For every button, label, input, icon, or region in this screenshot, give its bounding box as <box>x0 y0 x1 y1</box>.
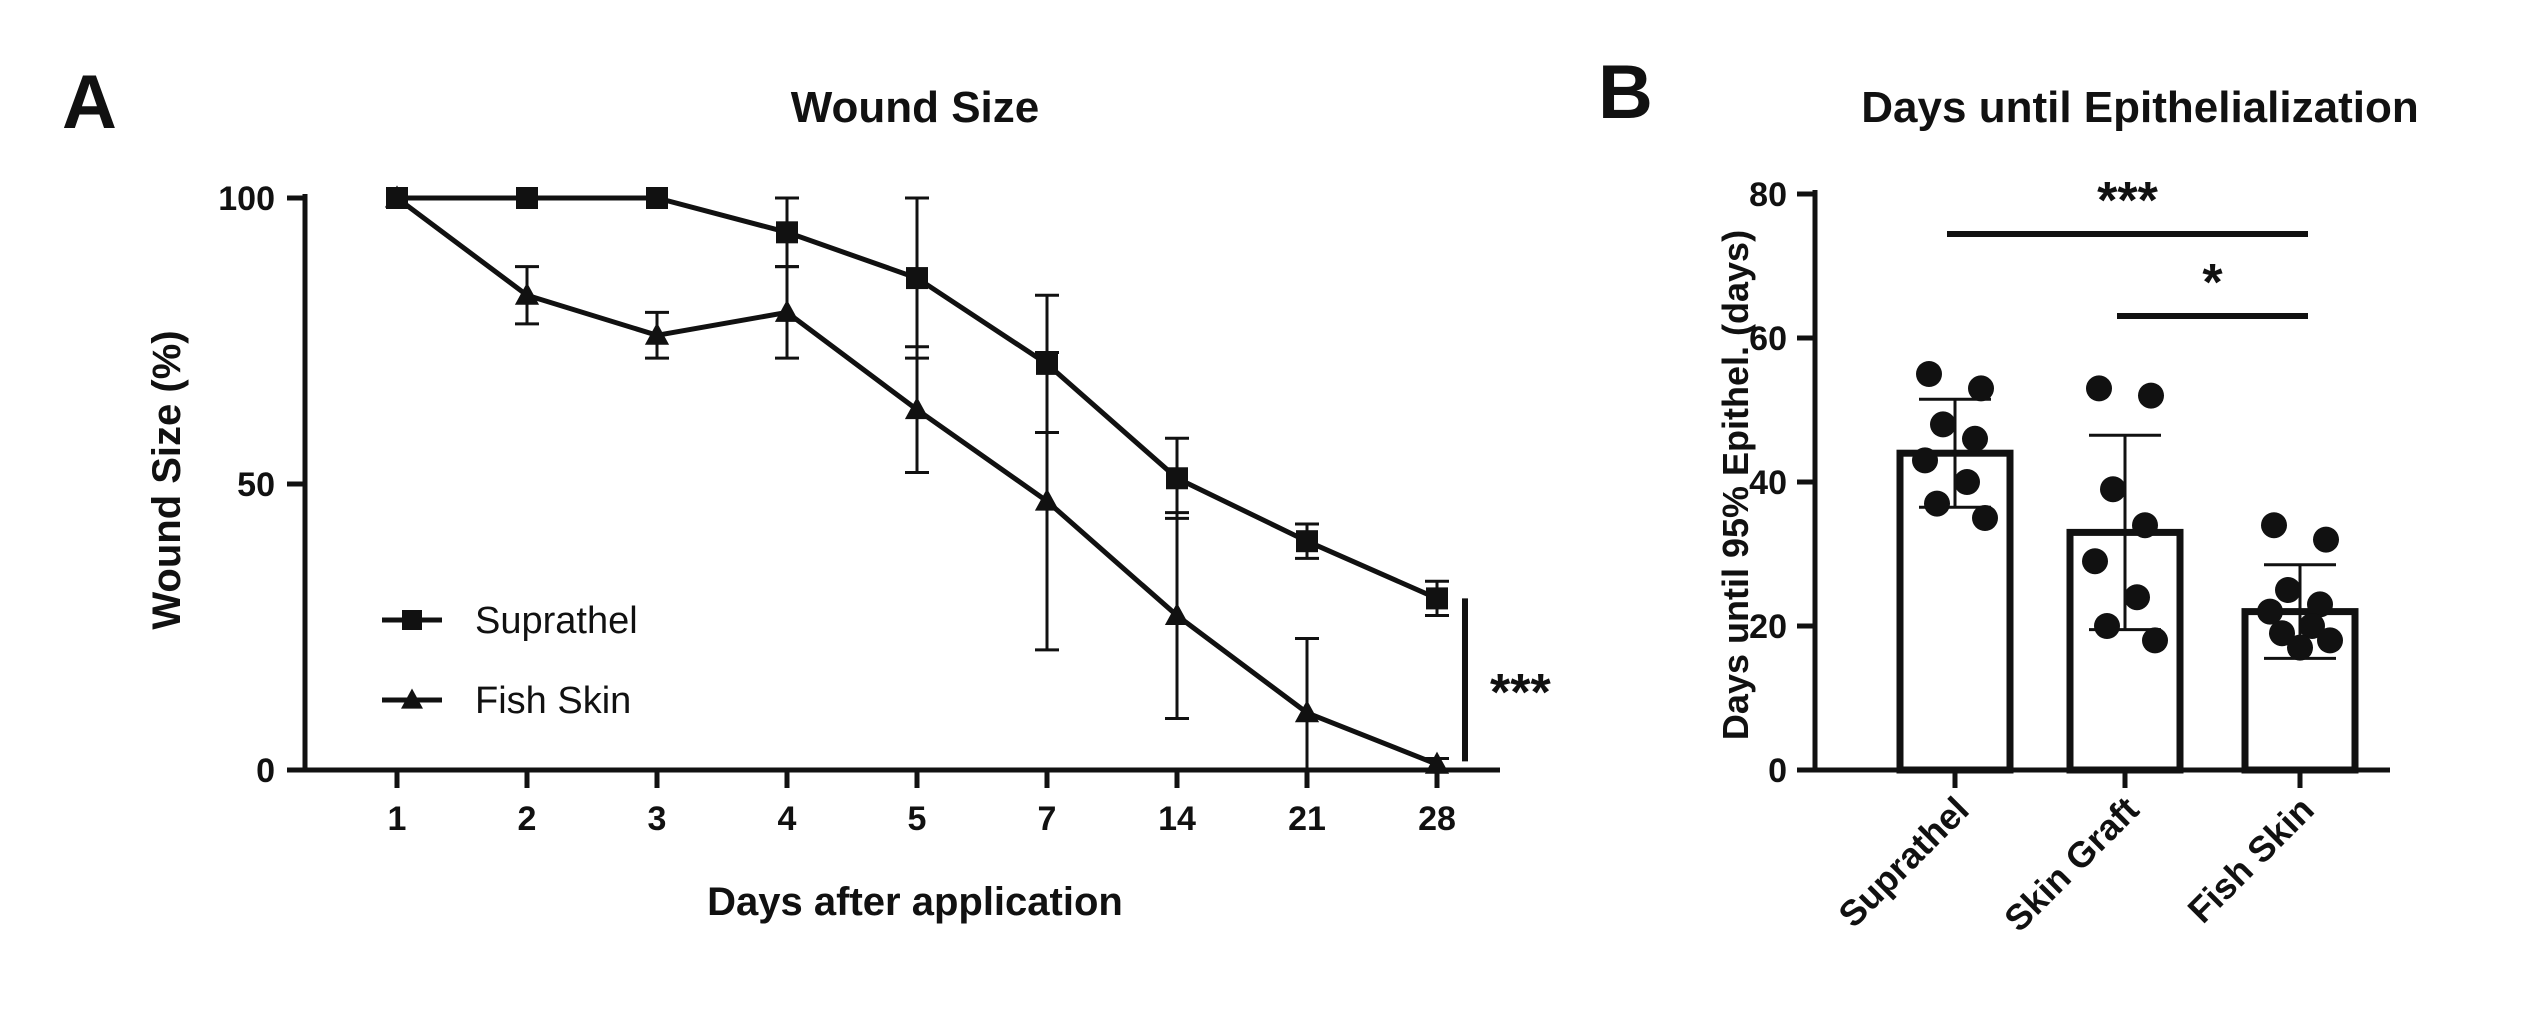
data-point-b <box>1912 447 1938 474</box>
data-point-fish-skin <box>774 299 800 322</box>
y-tick-label-a: 50 <box>237 466 275 504</box>
chart-a-plot: 0 50 100 1 2 3 4 5 7 14 21 28 Suprathel Fish Skin *** <box>218 180 1551 838</box>
y-tick-label-b: 0 <box>1768 752 1787 790</box>
x-tick-label-a: 7 <box>1038 800 1057 838</box>
x-tick-label-b: Suprathel <box>1830 789 1976 935</box>
x-tick-label-a: 3 <box>648 800 667 838</box>
data-point-b <box>1968 375 1994 402</box>
data-point-fish-skin <box>644 322 670 345</box>
legend-marker <box>402 610 422 630</box>
legend-label: Fish Skin <box>475 680 631 722</box>
data-point-b <box>1924 490 1950 517</box>
data-point-b <box>1954 469 1980 495</box>
x-tick-label-a: 1 <box>388 800 407 838</box>
data-point-suprathel <box>906 267 928 290</box>
data-point-b <box>1930 411 1956 438</box>
data-point-b <box>2138 382 2164 409</box>
data-point-suprathel <box>646 187 668 209</box>
data-point-b <box>2269 620 2295 647</box>
data-point-fish-skin <box>1294 700 1320 723</box>
data-point-b <box>2100 476 2126 503</box>
x-tick-label-a: 2 <box>518 800 537 838</box>
y-tick-label-b: 80 <box>1749 176 1787 214</box>
data-point-fish-skin <box>1034 488 1060 511</box>
x-tick-label-a: 5 <box>908 800 927 838</box>
chart-a-ylabel: Wound Size (%) <box>145 330 189 629</box>
chart-a-xlabel: Days after application <box>707 880 1123 924</box>
x-tick-label-a: 4 <box>778 800 797 838</box>
data-point-b <box>2094 613 2120 639</box>
y-tick-label-a: 0 <box>256 752 275 790</box>
significance-label-a: *** <box>1490 664 1551 722</box>
data-point-b <box>2307 591 2333 618</box>
data-point-suprathel <box>1296 530 1318 553</box>
y-tick-label-b: 40 <box>1749 464 1787 502</box>
x-tick-label-b: Fish Skin <box>2180 789 2322 931</box>
data-point-fish-skin <box>1424 751 1450 774</box>
y-tick-label-a: 100 <box>218 180 275 218</box>
chart-b-title: Days until Epithelialization <box>1861 83 2418 132</box>
data-point-fish-skin <box>514 282 540 305</box>
x-tick-label-a: 14 <box>1158 800 1196 838</box>
panel-b-label: B <box>1598 50 1653 135</box>
data-point-fish-skin <box>904 396 930 420</box>
legend-marker <box>401 688 423 709</box>
data-point-suprathel <box>776 221 798 244</box>
data-point-suprathel <box>516 187 538 209</box>
data-point-b <box>2142 627 2168 654</box>
chart-b-ylabel: Days until 95% Epithel. (days) <box>1715 230 1756 740</box>
data-point-b <box>2317 627 2343 654</box>
data-point-b <box>2132 512 2158 539</box>
panel-a-label: A <box>62 60 117 145</box>
data-point-b <box>2124 584 2150 611</box>
data-point-b <box>2261 512 2287 539</box>
data-point-b <box>2313 526 2339 553</box>
data-point-b <box>2275 577 2301 603</box>
data-point-suprathel <box>1166 467 1188 490</box>
x-tick-label-b: Skin Graft <box>1996 789 2147 940</box>
data-point-suprathel <box>1426 587 1448 610</box>
data-point-b <box>2086 375 2112 402</box>
y-tick-label-b: 20 <box>1749 608 1787 646</box>
chart-a-title: Wound Size <box>791 83 1040 132</box>
data-point-b <box>1962 425 1988 452</box>
x-tick-label-a: 21 <box>1288 800 1326 838</box>
data-point-b <box>1916 361 1942 387</box>
data-point-b <box>2082 548 2108 575</box>
data-point-fish-skin <box>1164 602 1190 626</box>
x-tick-label-a: 28 <box>1418 800 1456 838</box>
data-point-b <box>1972 505 1998 531</box>
y-tick-label-b: 60 <box>1749 320 1787 358</box>
data-point-b <box>2287 634 2313 661</box>
data-point-b <box>2257 598 2283 625</box>
legend-label: Suprathel <box>475 600 638 642</box>
data-point-b <box>2299 613 2325 639</box>
significance-label-b: *** <box>2097 172 2158 230</box>
significance-label-b: * <box>2202 254 2223 312</box>
data-point-fish-skin <box>384 185 410 208</box>
